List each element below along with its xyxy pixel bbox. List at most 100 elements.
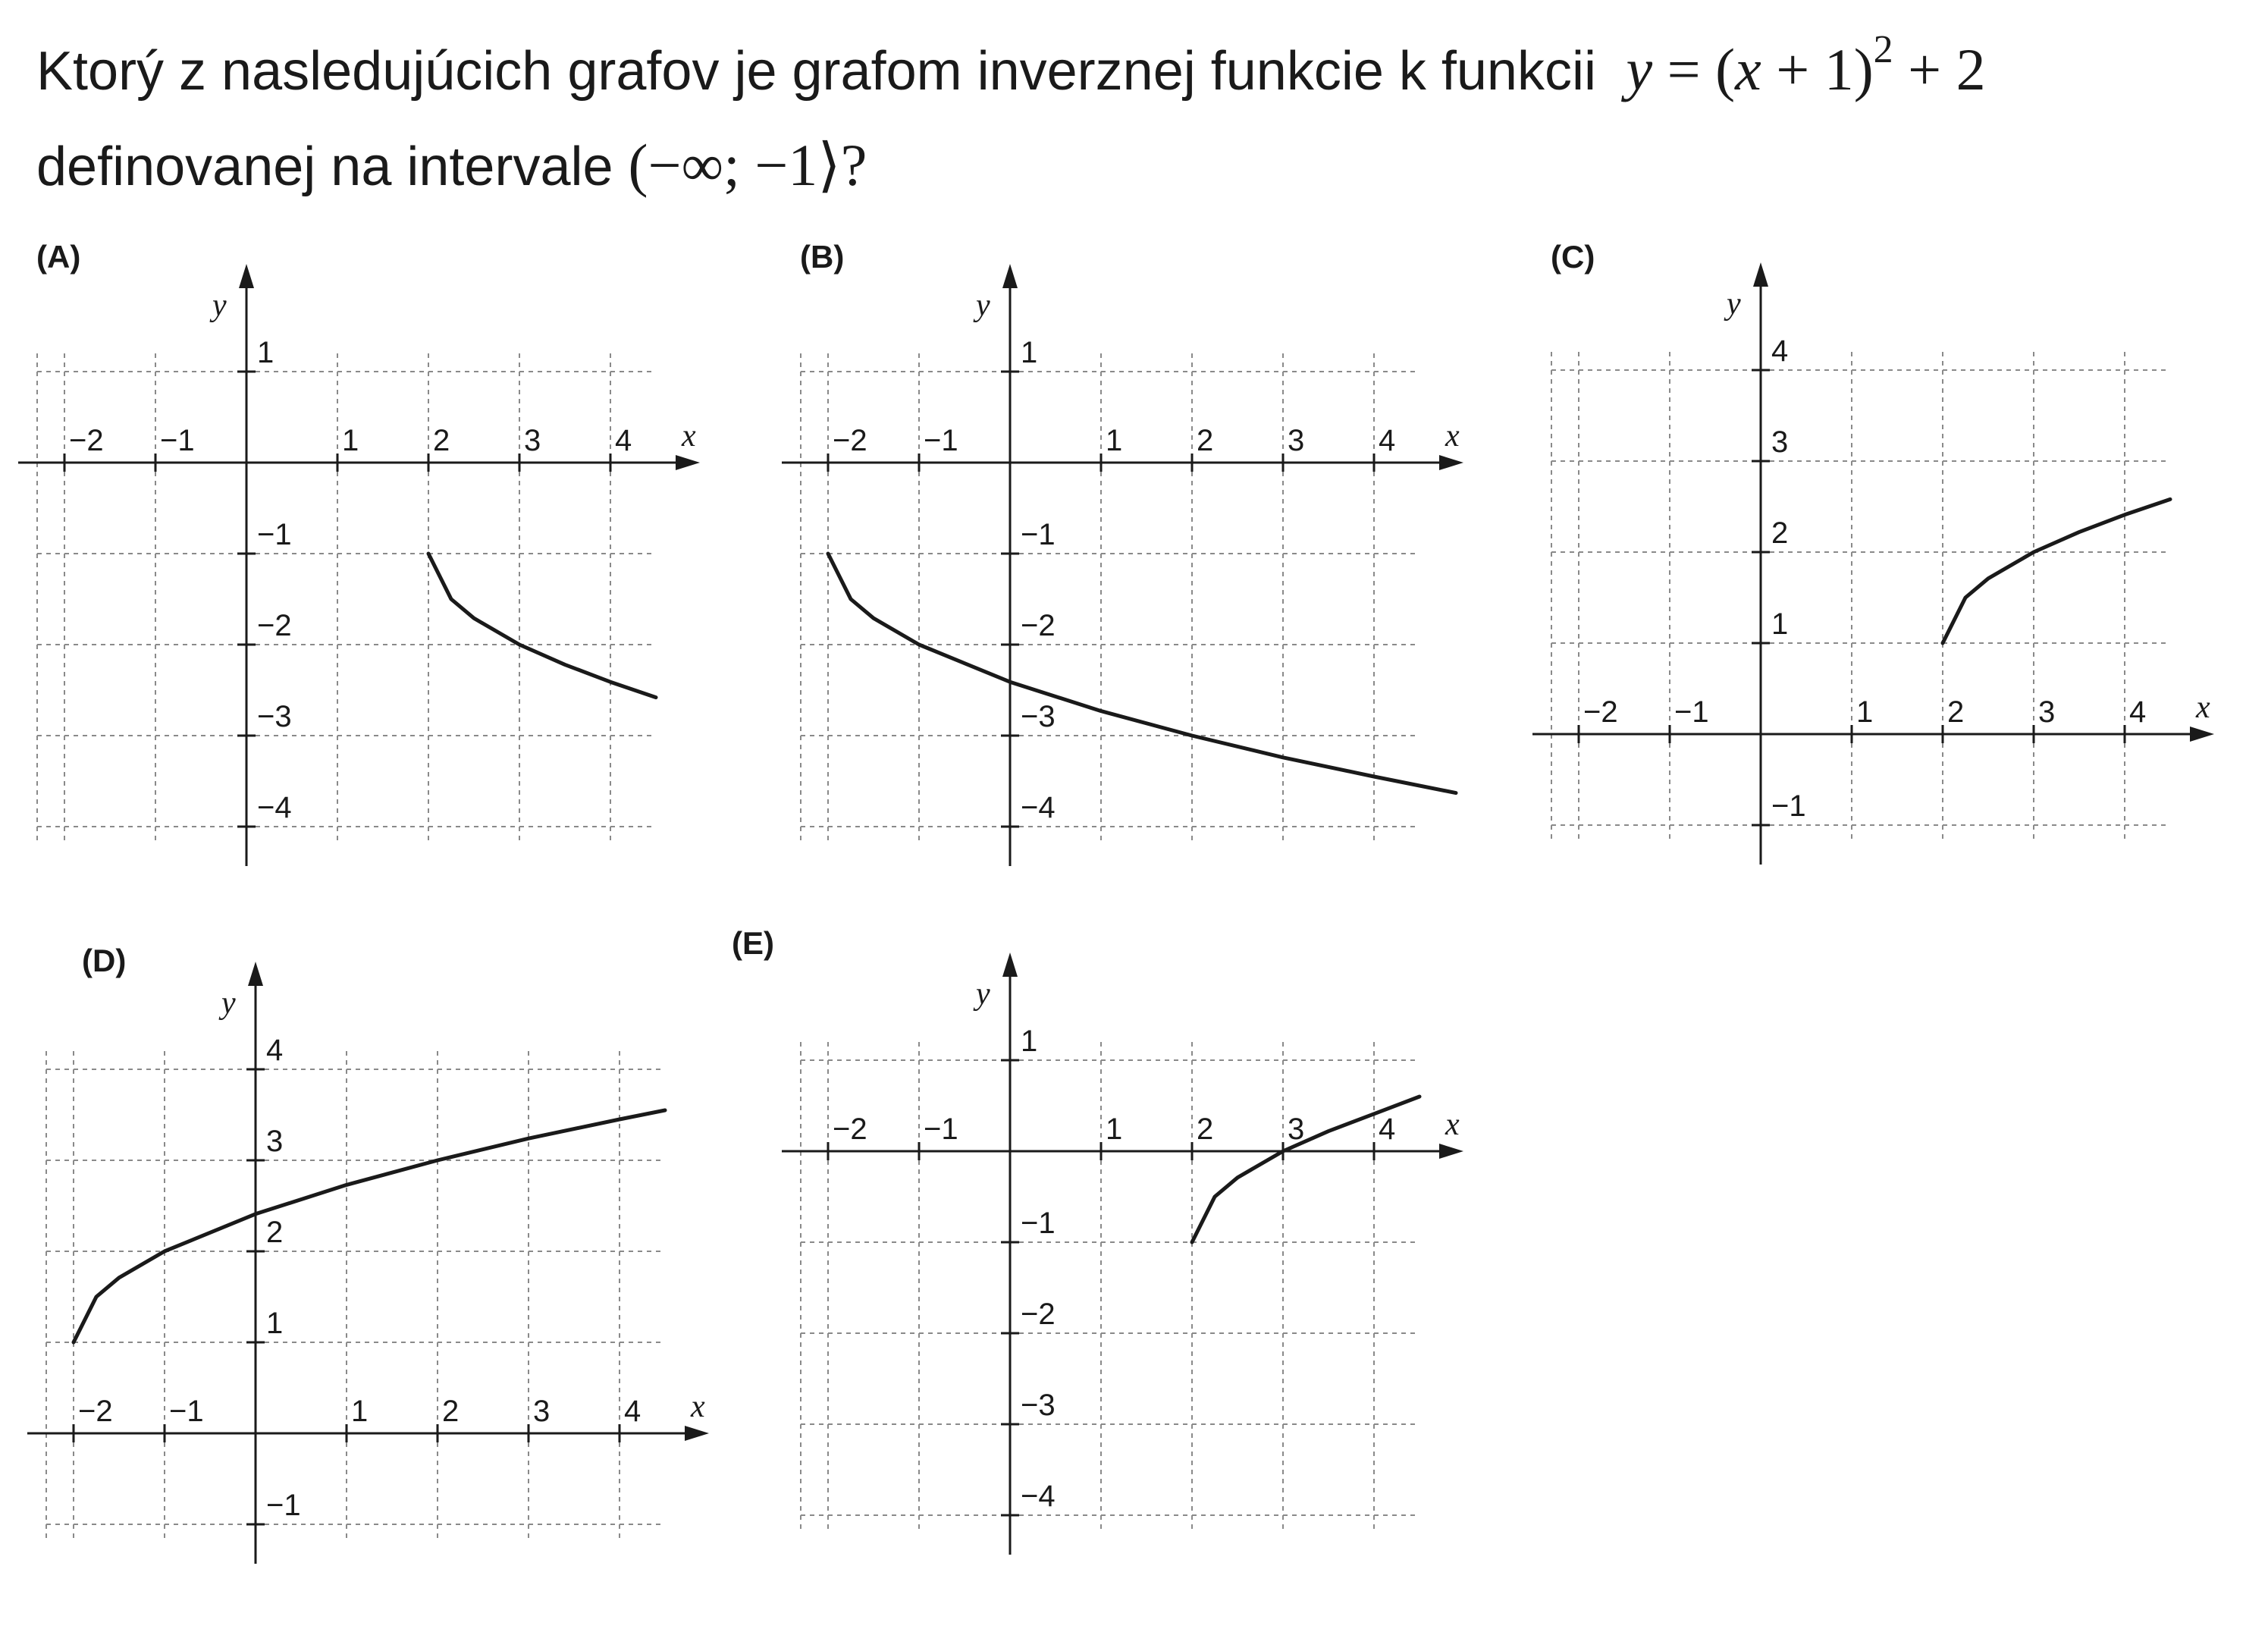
x-axis-label: x xyxy=(1445,419,1460,454)
x-tick-label: −2 xyxy=(833,1113,867,1146)
y-axis-label: y xyxy=(973,977,990,1012)
x-tick-label: 4 xyxy=(624,1395,641,1428)
y-tick-label: 2 xyxy=(1771,516,1788,550)
x-tick-label: 1 xyxy=(1856,695,1873,729)
y-tick-label: −1 xyxy=(257,518,292,551)
x-tick-label: 4 xyxy=(2129,695,2146,729)
x-tick-label: 4 xyxy=(1379,424,1395,457)
x-axis-label: x xyxy=(1445,1107,1460,1142)
x-tick-label: −1 xyxy=(924,424,958,457)
y-axis-arrow xyxy=(1002,953,1018,977)
function-equals: = ( xyxy=(1652,36,1736,102)
y-tick-label: −1 xyxy=(1021,1207,1056,1240)
x-tick-label: 1 xyxy=(351,1395,368,1428)
y-tick-label: −3 xyxy=(1021,1389,1056,1422)
x-axis-label: x xyxy=(690,1389,705,1424)
y-tick-label: −1 xyxy=(266,1489,301,1522)
function-plus-one: + 1) xyxy=(1761,36,1874,102)
x-tick-label: 1 xyxy=(1106,424,1122,457)
y-axis-label: y xyxy=(218,986,236,1021)
x-tick-label: 3 xyxy=(1288,424,1304,457)
chart-panel-0: x y −2 −1 1 2 3 4 1 −1 −2 −3 −4 xyxy=(18,264,700,866)
x-tick-label: 3 xyxy=(2038,695,2055,729)
y-tick-label: 1 xyxy=(266,1307,283,1340)
y-tick-label: 1 xyxy=(1021,336,1037,369)
x-tick-label: −2 xyxy=(833,424,867,457)
y-tick-label: 4 xyxy=(266,1034,283,1067)
y-axis-arrow xyxy=(1753,262,1768,287)
function-formula: y = (x + 1)2 + 2 xyxy=(1611,30,1986,103)
chart-panel-label: (A) xyxy=(36,239,81,275)
x-tick-label: 1 xyxy=(1106,1113,1122,1146)
series-curve xyxy=(426,551,658,700)
y-axis-arrow xyxy=(1002,264,1018,288)
x-axis-arrow xyxy=(1439,1144,1463,1159)
x-axis-label: x xyxy=(2195,690,2210,725)
y-tick-label: 1 xyxy=(1021,1025,1037,1058)
x-tick-label: 3 xyxy=(1288,1113,1304,1146)
y-tick-label: 1 xyxy=(257,336,274,369)
x-axis-arrow xyxy=(1439,455,1463,470)
series-curve xyxy=(1940,497,2172,645)
function-tail: + 2 xyxy=(1893,36,1986,102)
x-tick-label: 3 xyxy=(533,1395,550,1428)
x-tick-label: −1 xyxy=(1674,695,1709,729)
chart-panel-label: (D) xyxy=(82,943,127,978)
y-tick-label: −3 xyxy=(1021,700,1056,733)
x-tick-label: 2 xyxy=(1947,695,1964,729)
x-axis-arrow xyxy=(2190,727,2214,742)
y-axis-arrow xyxy=(248,962,263,986)
function-exponent: 2 xyxy=(1873,28,1893,71)
chart-panel-3: x y −2 −1 1 2 3 4 4 3 2 1 −1 xyxy=(27,962,709,1564)
y-tick-label: −4 xyxy=(257,791,292,824)
x-tick-label: 2 xyxy=(1197,424,1213,457)
x-axis-arrow xyxy=(685,1426,709,1441)
y-axis-label: y xyxy=(973,288,990,323)
x-tick-label: 3 xyxy=(524,424,541,457)
x-tick-label: −1 xyxy=(924,1113,958,1146)
y-tick-label: −4 xyxy=(1021,791,1056,824)
question-line-1-text: Ktorý z nasledujúcich grafov je grafom i… xyxy=(36,41,1596,102)
question-line-2: definovanej na intervale (−∞; −1⟩? xyxy=(36,118,2235,214)
series-curve xyxy=(1190,1094,1422,1244)
y-tick-label: −1 xyxy=(1021,518,1056,551)
x-tick-label: 4 xyxy=(1379,1113,1395,1146)
chart-panel-label: (C) xyxy=(1551,239,1595,275)
x-tick-label: 2 xyxy=(442,1395,459,1428)
y-tick-label: 3 xyxy=(1771,425,1788,459)
y-tick-label: −2 xyxy=(1021,1298,1056,1331)
x-tick-label: −1 xyxy=(169,1395,204,1428)
x-tick-label: 2 xyxy=(1197,1113,1213,1146)
y-axis-label: y xyxy=(1724,287,1741,322)
x-tick-label: −2 xyxy=(1583,695,1618,729)
x-axis-label: x xyxy=(681,419,696,454)
y-tick-label: 2 xyxy=(266,1216,283,1249)
domain-interval: (−∞; −1⟩? xyxy=(628,132,867,198)
chart-panel-2: x y −2 −1 1 2 3 4 4 3 2 1 −1 xyxy=(1532,262,2214,865)
x-axis-arrow xyxy=(676,455,700,470)
x-tick-label: −2 xyxy=(69,424,104,457)
y-axis-arrow xyxy=(239,264,254,288)
x-tick-label: 1 xyxy=(342,424,359,457)
series-curve xyxy=(71,1108,667,1345)
chart-panel-1: x y −2 −1 1 2 3 4 1 −1 −2 −3 −4 xyxy=(782,264,1463,866)
y-tick-label: 4 xyxy=(1771,334,1788,368)
x-tick-label: 2 xyxy=(433,424,450,457)
y-tick-label: −1 xyxy=(1771,789,1806,823)
chart-panel-4: x y −2 −1 1 2 3 4 1 −1 −2 −3 −4 xyxy=(782,953,1463,1555)
chart-panel-label: (B) xyxy=(800,239,845,275)
function-x-symbol: x xyxy=(1735,36,1761,102)
y-tick-label: −2 xyxy=(257,609,292,642)
function-y-symbol: y xyxy=(1626,36,1653,102)
x-tick-label: −1 xyxy=(160,424,195,457)
y-tick-label: −4 xyxy=(1021,1480,1056,1513)
question-line-2-text: definovanej na intervale xyxy=(36,137,629,197)
chart-panel-label: (E) xyxy=(732,925,774,961)
x-tick-label: −2 xyxy=(78,1395,113,1428)
y-tick-label: −2 xyxy=(1021,609,1056,642)
question-line-1: Ktorý z nasledujúcich grafov je grafom i… xyxy=(36,23,2235,118)
x-tick-label: 4 xyxy=(615,424,632,457)
series-curve xyxy=(826,551,1458,796)
